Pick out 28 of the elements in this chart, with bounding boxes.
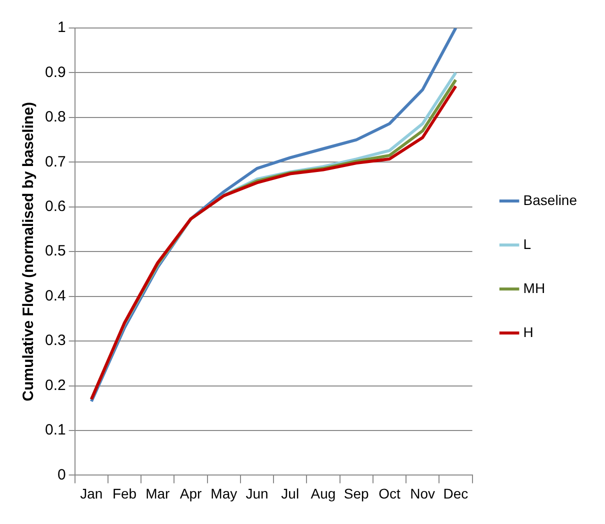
x-tick-label: Mar: [146, 485, 170, 502]
y-tick-label: 0.5: [44, 242, 66, 260]
x-tick-label: Aug: [310, 485, 336, 502]
y-tick-label: 0.6: [44, 198, 66, 216]
y-tick-label: 0.7: [44, 153, 66, 170]
x-tick-label: Dec: [443, 485, 468, 502]
y-tick-label: 1: [58, 19, 66, 36]
y-tick-label: 0.1: [44, 422, 66, 439]
y-tick-label: 0.2: [44, 376, 66, 394]
y-tick-label: 0.3: [44, 332, 66, 350]
y-tick-label: 0.9: [44, 64, 66, 81]
x-tick-label: Jul: [281, 485, 300, 502]
x-tick-label: Sep: [344, 485, 370, 502]
x-tick-label: Apr: [180, 485, 202, 502]
x-tick-label: Feb: [112, 485, 137, 502]
legend-label: L: [523, 236, 532, 252]
x-tick-label: Jan: [80, 485, 103, 502]
x-tick-label: Nov: [410, 485, 436, 502]
legend-label: H: [523, 324, 534, 340]
x-tick-label: Oct: [378, 485, 400, 502]
y-tick-label: 0.8: [44, 108, 66, 126]
x-tick-label: May: [210, 485, 238, 502]
y-tick-label: 0: [58, 466, 66, 484]
y-tick-label: 0.4: [44, 287, 66, 304]
x-tick-label: Jun: [246, 485, 268, 502]
legend-label: MH: [523, 280, 546, 296]
y-axis-title: Cumulative Flow (normalised by baseline): [20, 102, 38, 402]
legend-label: Baseline: [523, 192, 578, 208]
